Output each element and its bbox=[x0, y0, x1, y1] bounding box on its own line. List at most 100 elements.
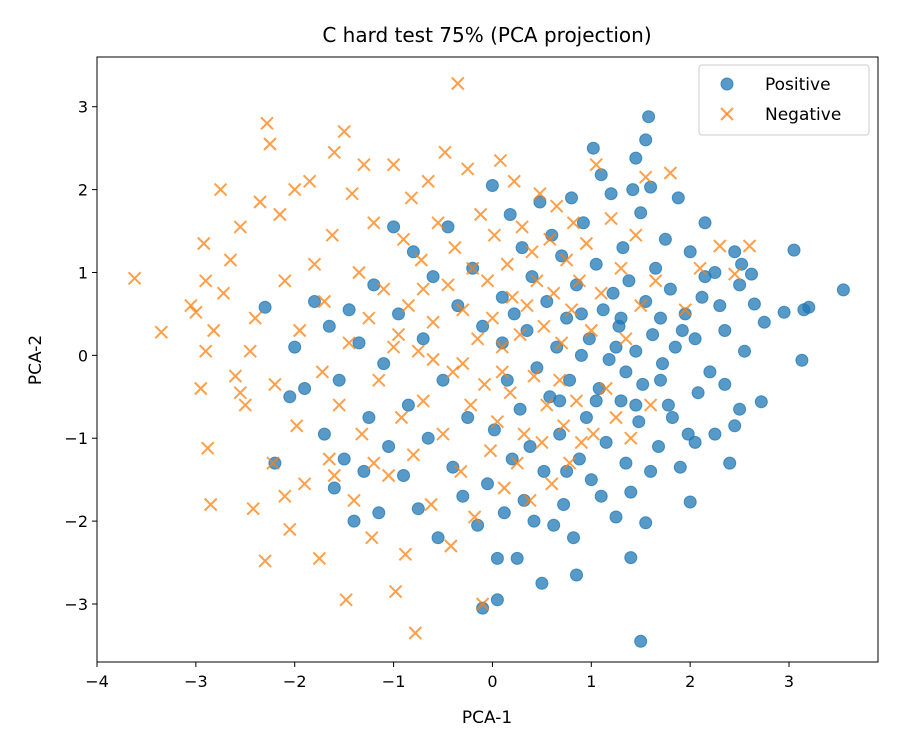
negative-point bbox=[266, 456, 280, 470]
positive-point bbox=[683, 495, 697, 509]
negative-point bbox=[485, 311, 500, 325]
negative-point bbox=[203, 497, 218, 512]
negative-point bbox=[253, 195, 267, 209]
positive-point bbox=[594, 489, 608, 503]
negative-point bbox=[388, 584, 403, 599]
negative-point bbox=[473, 207, 488, 222]
negative-point bbox=[678, 303, 692, 317]
positive-point bbox=[537, 464, 551, 478]
negative-point bbox=[537, 319, 551, 334]
plot-frame bbox=[96, 56, 879, 663]
positive-point bbox=[723, 456, 737, 470]
negative-point bbox=[614, 261, 628, 276]
positive-point bbox=[649, 261, 663, 275]
negative-point bbox=[189, 305, 203, 320]
positive-point bbox=[787, 243, 801, 257]
negative-point bbox=[233, 385, 248, 400]
negative-point bbox=[586, 427, 601, 441]
negative-point bbox=[421, 174, 435, 189]
negative-point bbox=[327, 468, 342, 483]
positive-point bbox=[377, 357, 391, 371]
negative-point bbox=[278, 489, 292, 503]
y-tick-label: 3 bbox=[78, 98, 88, 117]
negative-point bbox=[477, 377, 492, 392]
negative-point bbox=[475, 597, 490, 611]
positive-point bbox=[382, 440, 396, 453]
positive-point bbox=[327, 481, 341, 495]
negative-point bbox=[448, 240, 462, 255]
positive-point bbox=[579, 411, 593, 424]
positive-point bbox=[421, 431, 435, 445]
positive-point bbox=[258, 300, 272, 314]
negative-point bbox=[426, 352, 440, 367]
positive-point bbox=[527, 514, 541, 528]
positive-point bbox=[777, 305, 791, 319]
negative-point bbox=[391, 327, 406, 342]
negative-point bbox=[513, 327, 527, 342]
negative-point bbox=[297, 477, 312, 491]
positive-point bbox=[713, 299, 727, 313]
positive-point bbox=[503, 208, 517, 221]
negative-point bbox=[411, 344, 426, 358]
negative-point bbox=[533, 186, 547, 201]
negative-point bbox=[307, 257, 322, 271]
positive-point bbox=[596, 303, 610, 317]
positive-point bbox=[747, 297, 761, 311]
x-axis-ticks: −4 −3 −2 −1 0 1 2 3 bbox=[85, 662, 794, 691]
positive-point bbox=[733, 278, 747, 292]
negative-point bbox=[206, 323, 221, 338]
negative-point bbox=[456, 356, 470, 371]
positive-point bbox=[545, 228, 559, 242]
negative-point bbox=[633, 298, 648, 313]
negative-point bbox=[223, 253, 238, 267]
negative-point bbox=[398, 547, 413, 562]
positive-point bbox=[626, 183, 640, 197]
negative-point bbox=[436, 427, 450, 441]
positive-point bbox=[688, 435, 702, 449]
positive-point bbox=[481, 477, 494, 491]
positive-point bbox=[510, 551, 524, 565]
negative-point bbox=[520, 298, 534, 313]
negative-point bbox=[503, 385, 517, 400]
positive-point bbox=[683, 245, 697, 259]
positive-point bbox=[535, 576, 549, 590]
positive-point bbox=[665, 411, 679, 424]
negative-point bbox=[342, 336, 356, 350]
positive-point bbox=[367, 278, 381, 292]
x-tick-label: −2 bbox=[283, 672, 307, 691]
positive-point bbox=[288, 340, 302, 354]
negative-point bbox=[517, 427, 531, 441]
negative-point bbox=[396, 232, 411, 247]
negative-point bbox=[742, 239, 757, 253]
positive-point bbox=[426, 270, 440, 284]
negative-point bbox=[480, 274, 495, 288]
negative-point bbox=[332, 398, 346, 412]
negative-point bbox=[431, 216, 445, 230]
positive-point bbox=[392, 307, 405, 321]
positive-point bbox=[614, 394, 628, 408]
x-axis-label: PCA-1 bbox=[462, 708, 512, 728]
plot-area bbox=[97, 57, 878, 662]
negative-point bbox=[441, 278, 455, 292]
x-tick-label: 2 bbox=[685, 672, 695, 691]
negative-point bbox=[194, 381, 208, 396]
negative-point bbox=[554, 336, 569, 350]
positive-point bbox=[629, 398, 643, 412]
negative-point bbox=[325, 228, 340, 242]
negative-point bbox=[362, 311, 376, 325]
negative-point bbox=[456, 303, 470, 317]
negative-point bbox=[566, 216, 581, 230]
positive-point bbox=[495, 290, 509, 304]
positive-point bbox=[411, 502, 425, 516]
negative-point bbox=[495, 365, 510, 379]
negative-point bbox=[355, 427, 369, 441]
negative-point bbox=[497, 481, 512, 495]
negative-point bbox=[559, 253, 574, 267]
negative-point bbox=[406, 448, 421, 462]
positive-point bbox=[523, 440, 537, 453]
points-layer bbox=[127, 76, 850, 648]
positive-point bbox=[268, 456, 282, 470]
positive-point bbox=[589, 394, 603, 408]
legend-positive-label: Positive bbox=[765, 75, 831, 95]
positive-point bbox=[616, 241, 630, 255]
